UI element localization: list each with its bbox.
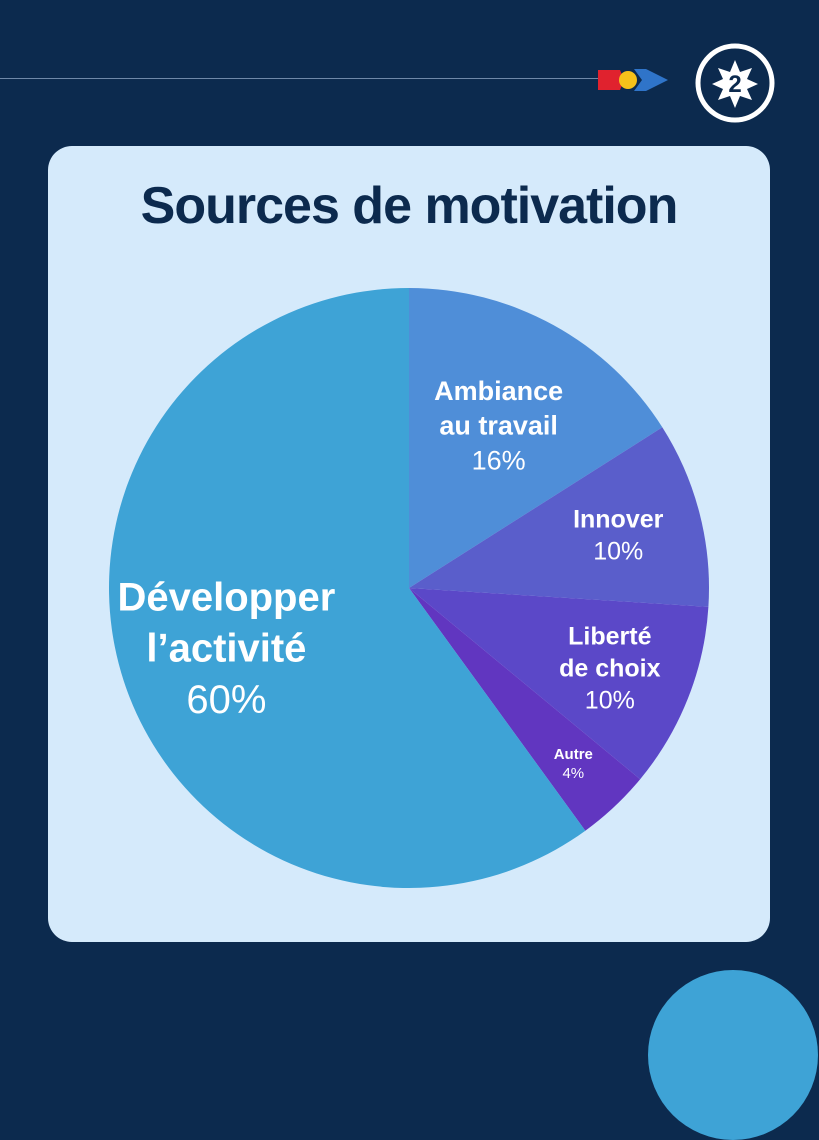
page-number-badge: 2 <box>695 43 775 123</box>
pie-slice-2 <box>409 427 709 607</box>
chart-title: Sources de motivation <box>140 177 679 235</box>
star-icon <box>712 60 758 108</box>
slice-value-4: 4% <box>562 765 584 782</box>
header-divider-line <box>0 78 600 79</box>
page-number: 2 <box>728 71 741 98</box>
slice-label-2-line-1: Innover <box>573 505 664 533</box>
slice-value-5: 60% <box>186 678 266 722</box>
slice-value-1: 16% <box>472 445 526 475</box>
slice-label-3-line-2: de choix <box>559 655 661 683</box>
pie-slice-3 <box>409 588 709 780</box>
brand-flag-icon <box>598 69 668 91</box>
slice-label-5-line-1: Développer <box>117 576 335 620</box>
pie-chart: Ambiance au travail 16% Innover 10% Liberté de… <box>108 288 709 888</box>
slice-label-5-line-2: l’activité <box>146 627 306 671</box>
slice-label-1-line-2: au travail <box>439 411 558 441</box>
decorative-circle <box>648 970 818 1140</box>
slice-label-4-line-1: Autre <box>554 746 593 763</box>
pie-slice-5 <box>108 288 586 888</box>
slice-label-3-line-1: Liberté <box>568 623 651 651</box>
pie-slice-4 <box>409 588 641 831</box>
pie-slice-1 <box>409 288 663 588</box>
slice-value-3: 10% <box>585 687 635 715</box>
slice-value-2: 10% <box>593 537 643 565</box>
slice-label-1-line-1: Ambiance <box>434 376 563 406</box>
